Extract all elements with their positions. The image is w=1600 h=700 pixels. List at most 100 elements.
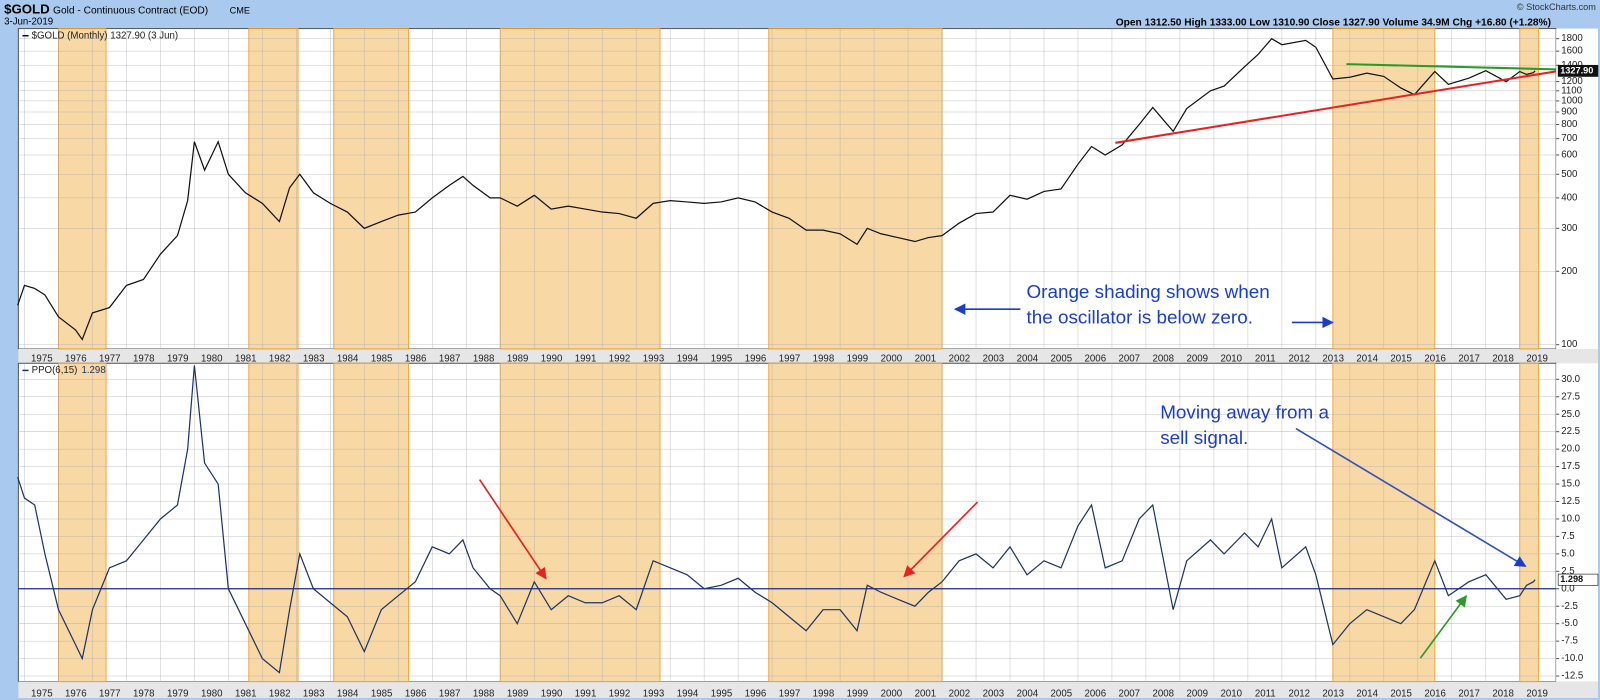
y-tick-label: -10.0 xyxy=(1561,653,1584,664)
x-tick-label: 1978 xyxy=(133,354,155,365)
shaded-range xyxy=(768,362,943,683)
trendline xyxy=(1115,70,1557,144)
plot-layer: 1975 1976 1977 1978 1979 1980 1981 1982 1983 1984… xyxy=(17,28,1599,699)
x-tick-label: 1977 xyxy=(99,354,121,365)
x-tick-label: 1995 xyxy=(711,354,733,365)
x-tick-label: 2010 xyxy=(1220,688,1242,699)
x-tick-label: 1990 xyxy=(541,688,563,699)
y-tick-label: 22.5 xyxy=(1561,426,1580,437)
x-tick-label: 1996 xyxy=(745,688,767,699)
x-tick-label: 2007 xyxy=(1119,354,1141,365)
x-tick-label: 1981 xyxy=(235,354,257,365)
y-tick-label: 2.5 xyxy=(1561,566,1574,577)
x-tick-label: 1993 xyxy=(643,354,665,365)
y-tick-label: 12.5 xyxy=(1561,496,1580,507)
x-tick-label: 1975 xyxy=(31,354,53,365)
y-tick-label: 17.5 xyxy=(1561,461,1580,472)
x-tick-label: 1994 xyxy=(677,354,699,365)
x-tick-label: 1994 xyxy=(677,688,699,699)
y-tick-label: -2.5 xyxy=(1561,601,1578,612)
x-tick-label: 1980 xyxy=(201,354,223,365)
credit: © StockCharts.com xyxy=(1517,2,1596,12)
x-tick-label: 2013 xyxy=(1322,354,1344,365)
x-tick-label: 1999 xyxy=(847,688,869,699)
date: 3-Jun-2019 xyxy=(4,16,53,27)
last-value-label: 1.298 xyxy=(1560,574,1583,584)
x-tick-label: 1976 xyxy=(65,354,87,365)
y-tick-label: 25.0 xyxy=(1561,409,1580,420)
y-tick-label: 1600 xyxy=(1561,46,1583,57)
x-tick-label: 1998 xyxy=(813,688,835,699)
x-tick-label: 2001 xyxy=(915,688,937,699)
exchange: CME xyxy=(230,5,250,15)
annotation: sell signal. xyxy=(1160,427,1248,448)
y-tick-label: 500 xyxy=(1561,169,1578,180)
x-tick-label: 2016 xyxy=(1424,688,1446,699)
x-tick-label: 1980 xyxy=(201,688,223,699)
x-tick-label: 2014 xyxy=(1356,354,1378,365)
y-tick-label: 700 xyxy=(1561,133,1578,144)
x-tick-label: 1977 xyxy=(99,688,121,699)
y-tick-label: 900 xyxy=(1561,107,1578,118)
x-tick-label: 1999 xyxy=(847,354,869,365)
x-tick-label: 1983 xyxy=(303,354,325,365)
x-tick-label: 2019 xyxy=(1526,688,1548,699)
x-tick-label: 2003 xyxy=(983,688,1005,699)
data-line xyxy=(17,37,1536,341)
x-tick-label: 1982 xyxy=(269,354,291,365)
last-value-label: 1327.90 xyxy=(1560,65,1593,75)
annotation-arrows xyxy=(478,303,1527,659)
x-tick-label: 2009 xyxy=(1186,354,1208,365)
shaded-range xyxy=(333,362,410,683)
x-tick-label: 1983 xyxy=(303,688,325,699)
y-tick-label: 1800 xyxy=(1561,33,1583,44)
arrow xyxy=(1419,594,1468,659)
x-tick-label: 1984 xyxy=(337,354,359,365)
x-tick-label: 2016 xyxy=(1424,354,1446,365)
shaded-range xyxy=(248,362,299,683)
y-tick-label: 20.0 xyxy=(1561,444,1580,455)
x-axis-strip xyxy=(18,348,1598,364)
y-tick-label: 30.0 xyxy=(1561,374,1580,385)
x-tick-label: 1992 xyxy=(609,354,631,365)
annotation: Moving away from a xyxy=(1160,401,1329,422)
x-tick-label: 1986 xyxy=(405,688,427,699)
y-tick-label: 5.0 xyxy=(1561,548,1575,559)
x-tick-label: 2001 xyxy=(915,354,937,365)
trendline xyxy=(1346,63,1557,71)
x-tick-label: 2015 xyxy=(1390,354,1412,365)
x-tick-label: 2017 xyxy=(1458,688,1480,699)
x-tick-label: 1991 xyxy=(575,354,597,365)
ppo-axis-bg xyxy=(1556,363,1598,682)
x-tick-label: 1975 xyxy=(31,688,53,699)
x-tick-label: 1991 xyxy=(575,688,597,699)
last-value-tag xyxy=(1557,64,1599,77)
x-tick-label: 2018 xyxy=(1492,688,1514,699)
y-tick-label: -7.5 xyxy=(1561,636,1578,647)
legend-label: $GOLD (Monthly) 1327.90 (3 Jun) xyxy=(32,30,178,41)
x-tick-label: 2012 xyxy=(1288,354,1310,365)
x-tick-label: 2011 xyxy=(1255,354,1276,365)
x-tick-label: 1981 xyxy=(235,688,257,699)
y-tick-label: 600 xyxy=(1561,150,1578,161)
instrument-name: Gold - Continuous Contract (EOD) xyxy=(53,5,208,16)
x-tick-label: 2015 xyxy=(1390,688,1412,699)
y-tick-label: 1200 xyxy=(1561,76,1583,87)
x-tick-label: 1998 xyxy=(813,354,835,365)
x-tick-label: 1995 xyxy=(711,688,733,699)
y-tick-label: 200 xyxy=(1561,266,1578,277)
x-tick-label: 1997 xyxy=(779,688,801,699)
x-tick-label: 1997 xyxy=(779,354,801,365)
x-tick-label: 2008 xyxy=(1153,688,1175,699)
x-tick-label: 2013 xyxy=(1322,688,1344,699)
shaded-range xyxy=(1519,362,1539,683)
legend-label: PPO(6,15) xyxy=(32,365,78,376)
x-tick-label: 1982 xyxy=(269,688,291,699)
y-tick-label: 400 xyxy=(1561,192,1578,203)
annotation: the oscillator is below zero. xyxy=(1027,306,1253,327)
y-tick-label: -12.5 xyxy=(1561,671,1583,682)
x-tick-label: 2005 xyxy=(1051,688,1073,699)
x-tick-label: 2017 xyxy=(1458,354,1480,365)
x-tick-label: 2000 xyxy=(881,354,903,365)
